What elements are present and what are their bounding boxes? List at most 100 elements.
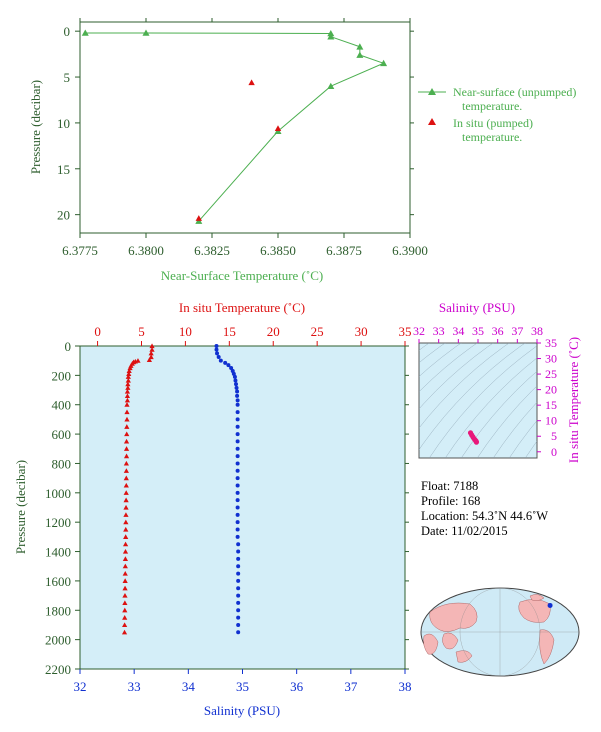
unpumped-temperature-point bbox=[356, 43, 364, 50]
salinity-point bbox=[235, 393, 240, 398]
salinity-point bbox=[236, 578, 241, 583]
temperature-point bbox=[124, 402, 130, 407]
profile-top-tick-label: 0 bbox=[94, 324, 101, 339]
temperature-point bbox=[146, 357, 152, 363]
profile-plot-frame bbox=[79, 345, 406, 670]
temperature-point bbox=[122, 563, 128, 569]
near-surface-plot-frame bbox=[79, 21, 411, 234]
ts-point bbox=[473, 439, 480, 445]
salinity-point bbox=[236, 630, 241, 635]
profile-ytick-label: 1000 bbox=[45, 486, 71, 501]
salinity-point bbox=[235, 483, 240, 488]
salinity-point bbox=[235, 527, 240, 532]
info-location: Location: 54.3˚N 44.6˚W bbox=[421, 509, 548, 523]
salinity-point bbox=[235, 476, 240, 481]
profile-bottom-tick-label: 38 bbox=[399, 679, 412, 694]
salinity-point bbox=[234, 382, 238, 387]
temperature-point bbox=[122, 570, 128, 576]
near-surface-ytick-label: 20 bbox=[57, 208, 70, 223]
temperature-point bbox=[123, 497, 129, 503]
salinity-point bbox=[235, 454, 240, 459]
temperature-point bbox=[123, 482, 129, 488]
salinity-point bbox=[235, 446, 240, 451]
profile-top-tick-label: 20 bbox=[267, 324, 280, 339]
density-contour bbox=[429, 345, 537, 458]
temperature-point bbox=[123, 438, 130, 444]
salinity-point bbox=[235, 439, 240, 444]
profile-ytick-label: 1800 bbox=[45, 603, 71, 618]
float-location-marker bbox=[547, 602, 553, 608]
salinity-point bbox=[236, 564, 241, 569]
salinity-point bbox=[236, 542, 241, 547]
ts-xtick-label: 35 bbox=[472, 324, 484, 338]
salinity-point bbox=[235, 461, 240, 466]
temperature-point bbox=[122, 600, 128, 606]
salinity-point bbox=[214, 347, 219, 352]
profile-bottom-tick-label: 32 bbox=[74, 679, 87, 694]
temperature-point bbox=[123, 446, 130, 451]
temperature-point bbox=[122, 585, 128, 591]
salinity-point bbox=[236, 608, 241, 613]
profile-ytick-label: 2000 bbox=[45, 633, 71, 648]
density-contour bbox=[445, 357, 537, 458]
near-surface-ytick-label: 15 bbox=[57, 162, 70, 177]
temperature-point bbox=[125, 381, 131, 387]
salinity-point bbox=[223, 360, 228, 365]
profile-top-tick-label: 35 bbox=[399, 324, 412, 339]
salinity-point bbox=[235, 424, 240, 429]
temperature-point bbox=[122, 592, 128, 598]
temperature-point bbox=[122, 548, 129, 554]
salinity-point bbox=[236, 615, 241, 620]
salinity-point bbox=[215, 351, 220, 356]
land-north-america bbox=[518, 599, 551, 623]
temperature-point bbox=[123, 453, 130, 459]
profile-bottom-tick-label: 37 bbox=[344, 679, 358, 694]
temperature-point bbox=[122, 556, 129, 561]
ts-ytick-label: 0 bbox=[551, 445, 557, 459]
profile-top-tick-label: 10 bbox=[179, 324, 192, 339]
land-south-america bbox=[539, 629, 555, 665]
density-contour bbox=[419, 343, 526, 451]
unpumped-temperature-line bbox=[85, 32, 385, 222]
temperature-point bbox=[124, 409, 130, 415]
temperature-point bbox=[123, 526, 129, 532]
ts-xtick-label: 38 bbox=[531, 324, 543, 338]
unpumped-temperature-point bbox=[356, 51, 364, 58]
ts-xtick-label: 37 bbox=[511, 324, 523, 338]
near-surface-legend: Near-surface (unpumped) temperature. In … bbox=[418, 85, 576, 144]
pumped-temperature-point bbox=[195, 215, 202, 221]
temperature-point bbox=[123, 512, 129, 517]
salinity-point bbox=[236, 556, 241, 561]
profile-ytick-label: 1200 bbox=[45, 515, 71, 530]
profile-ytick-label: 600 bbox=[52, 427, 72, 442]
salinity-point bbox=[235, 468, 240, 473]
unpumped-temperature-point bbox=[327, 33, 335, 40]
temperature-point bbox=[121, 629, 128, 635]
profile-ylabel: Pressure (decibar) bbox=[13, 460, 28, 554]
ts-xtick-label: 34 bbox=[452, 324, 464, 338]
land-africa bbox=[423, 633, 439, 655]
near-surface-xtick-label: 6.3825 bbox=[194, 243, 230, 258]
unpumped-temperature-point bbox=[327, 82, 335, 90]
profile-ytick-label: 800 bbox=[52, 456, 72, 471]
density-contour bbox=[477, 385, 537, 458]
temperature-point bbox=[148, 354, 154, 360]
salinity-point bbox=[236, 593, 241, 598]
ts-ytick-label: 35 bbox=[545, 336, 557, 350]
temperature-point bbox=[148, 350, 154, 356]
land-india-seasia bbox=[442, 632, 459, 650]
ts-ytick-label: 30 bbox=[545, 352, 557, 366]
salinity-point bbox=[235, 417, 240, 422]
unpumped-temperature-point bbox=[142, 29, 150, 36]
salinity-point bbox=[233, 378, 238, 383]
temperature-point bbox=[127, 365, 133, 371]
world-map bbox=[420, 587, 580, 677]
temperature-point bbox=[123, 490, 129, 495]
temperature-point bbox=[124, 416, 130, 422]
salinity-point bbox=[236, 549, 241, 554]
temperature-point bbox=[122, 622, 128, 628]
density-contour bbox=[461, 370, 537, 458]
temperature-point bbox=[126, 371, 132, 376]
ts-ylabel: In situ Temperature (˚C) bbox=[566, 337, 581, 463]
